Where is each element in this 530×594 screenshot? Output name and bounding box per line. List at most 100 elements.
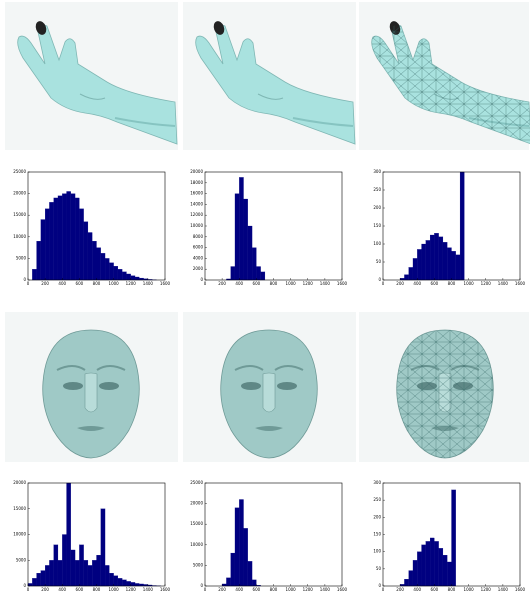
bar [122,580,126,586]
y-tick-label: 50 [376,259,382,264]
bar [439,548,443,586]
bar [75,198,79,280]
x-tick-label: 200 [41,587,49,592]
bar [261,272,265,280]
bar [88,565,92,586]
x-tick-label: 200 [396,587,404,592]
hand-render-mesh [359,2,530,150]
x-tick-label: 1000 [109,587,120,592]
x-tick-label: 1600 [160,281,171,286]
x-tick-label: 0 [204,587,207,592]
bar [244,199,248,280]
bar [447,562,451,586]
bar [118,269,122,280]
bar [231,267,235,281]
x-tick-label: 600 [76,587,84,592]
y-tick-label: 15000 [13,212,26,217]
y-tick-label: 16000 [190,191,203,196]
plot-frame [205,172,342,280]
bar [222,584,226,586]
bar [109,573,113,586]
bar [139,584,143,586]
bar [67,191,71,280]
bar [126,274,130,280]
bar [430,538,434,586]
y-tick-label: 18000 [190,180,203,185]
x-tick-label: 600 [431,587,439,592]
y-tick-label: 100 [373,241,381,246]
x-tick-label: 1200 [303,587,314,592]
x-tick-label: 1000 [464,281,475,286]
bar [101,509,105,586]
bar [62,535,66,587]
face-render [183,312,356,462]
bar [252,248,256,280]
bar [49,560,53,586]
y-tick-label: 5000 [16,255,27,260]
bar [88,232,92,280]
y-tick-label: 50 [376,566,382,571]
bar [37,241,41,280]
bar [71,550,75,586]
bar [426,541,430,586]
x-tick-label: 1400 [320,281,331,286]
y-tick-label: 20000 [13,191,26,196]
hand-render [5,2,178,150]
x-tick-label: 1600 [160,587,171,592]
y-tick-label: 5000 [193,562,204,567]
y-tick-label: 20000 [190,169,203,174]
x-tick-label: 1000 [464,587,475,592]
bar [84,222,88,280]
bar [105,258,109,280]
y-tick-label: 20000 [190,501,203,506]
x-tick-label: 400 [235,587,243,592]
bar [456,255,460,280]
x-tick-label: 800 [448,587,456,592]
y-tick-label: 300 [373,169,381,174]
x-tick-label: 800 [448,281,456,286]
x-tick-label: 1000 [286,587,297,592]
y-tick-label: 12000 [190,212,203,217]
y-tick-label: 5000 [16,557,27,562]
bar [114,576,118,586]
hand-render [183,2,356,150]
bar [45,209,49,280]
bar [58,196,62,280]
bar [426,240,430,280]
histogram: 0200400600800100012001400160005010015020… [373,169,525,286]
bar [460,172,464,280]
bar [235,508,239,586]
y-tick-label: 10000 [190,223,203,228]
x-tick-label: 400 [413,587,421,592]
bar [135,277,139,280]
bar [97,555,101,586]
y-tick-label: 15000 [190,521,203,526]
x-tick-label: 0 [382,281,385,286]
x-tick-label: 400 [413,281,421,286]
y-tick-label: 100 [373,549,381,554]
bar [235,194,239,280]
bar [422,545,426,586]
bar [434,233,438,280]
y-tick-label: 300 [373,480,381,485]
bar [49,202,53,280]
y-tick-label: 25000 [190,480,203,485]
x-tick-label: 600 [431,281,439,286]
bar [413,258,417,280]
bar [75,560,79,586]
bar [256,267,260,281]
bar [413,560,417,586]
x-tick-label: 1600 [515,587,526,592]
bar [439,237,443,280]
bar [447,248,451,280]
histogram: 0200400600800100012001400160005000100001… [13,480,170,592]
bar [32,578,36,586]
bar [28,583,32,586]
bar [84,560,88,586]
bar [79,209,83,280]
x-tick-label: 0 [382,587,385,592]
bar [101,253,105,280]
bar [79,545,83,586]
bar [71,194,75,280]
y-tick-label: 150 [373,223,381,228]
